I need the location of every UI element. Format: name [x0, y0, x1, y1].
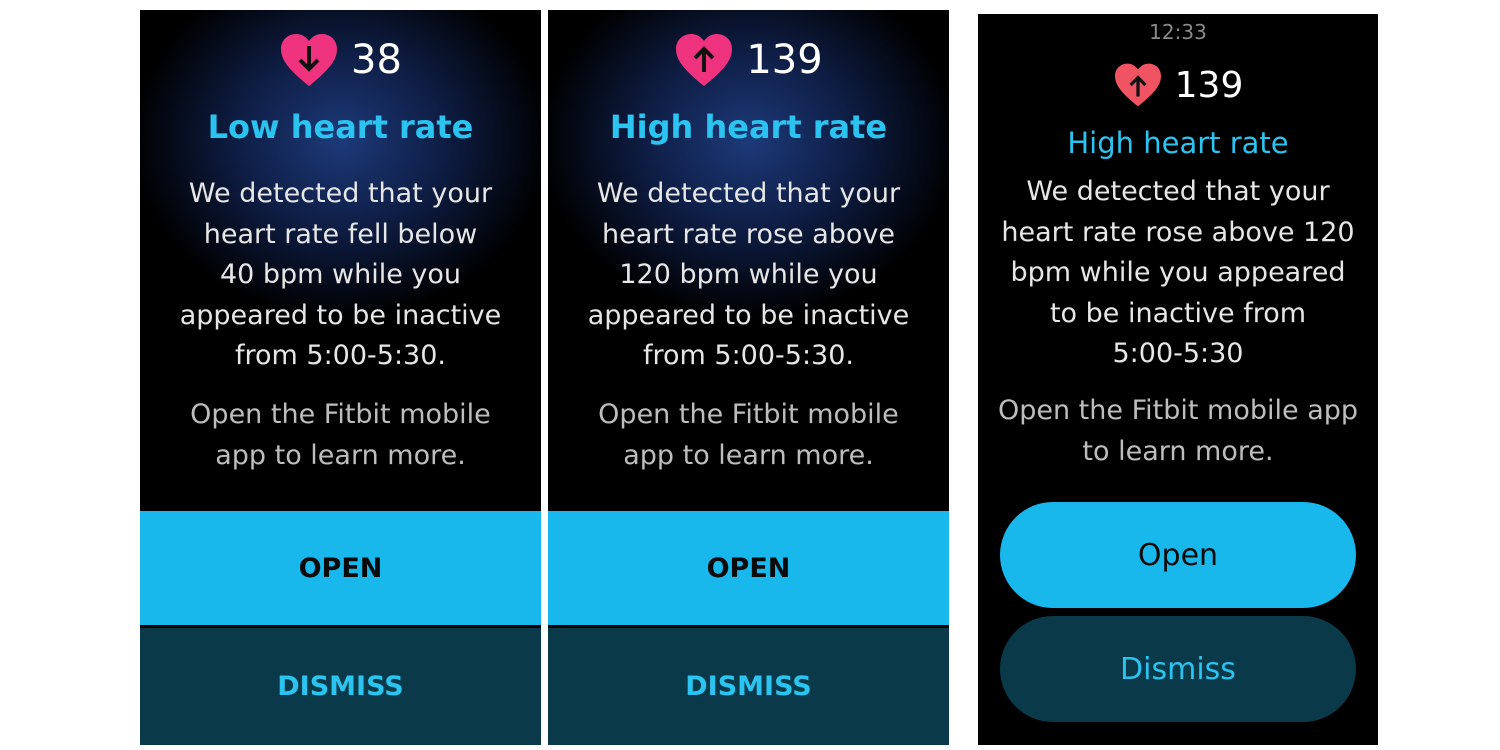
heart-arrow-up-icon	[676, 34, 733, 86]
open-button[interactable]: Open	[1000, 502, 1356, 608]
high-heart-rate-screen-new: 12:33 139 High heart rate We detected th…	[978, 14, 1378, 745]
alert-message: We detected that your heart rate rose ab…	[587, 178, 910, 371]
open-button[interactable]: OPEN	[548, 511, 949, 625]
alert-title: High heart rate	[1067, 126, 1289, 160]
dismiss-button[interactable]: Dismiss	[1000, 616, 1356, 722]
alert-hint: Open the Fitbit mobile app to learn more…	[598, 399, 899, 471]
heart-arrow-down-icon	[281, 34, 338, 86]
heart-rate-readout: 38	[140, 32, 541, 88]
bpm-value: 139	[1174, 64, 1244, 106]
bpm-value: 139	[746, 37, 823, 83]
alert-title: High heart rate	[609, 108, 888, 146]
high-heart-rate-screen: 139 High heart rate We detected that you…	[548, 10, 949, 745]
alert-hint: Open the Fitbit mobile app to learn more…	[997, 395, 1359, 467]
low-heart-rate-screen: 38 Low heart rate We detected that your …	[140, 10, 541, 745]
alert-message: We detected that your heart rate rose ab…	[1001, 176, 1355, 369]
dismiss-button[interactable]: DISMISS	[140, 628, 541, 745]
clock-time: 12:33	[1149, 20, 1207, 44]
heart-arrow-up-icon	[1114, 63, 1161, 107]
alert-message: We detected that your heart rate fell be…	[179, 178, 502, 371]
bpm-value: 38	[351, 37, 402, 83]
background-glow	[140, 10, 541, 320]
dismiss-button[interactable]: DISMISS	[548, 628, 949, 745]
open-button[interactable]: OPEN	[140, 511, 541, 625]
background-glow	[548, 10, 949, 320]
heart-rate-readout: 139	[978, 62, 1378, 108]
heart-rate-readout: 139	[548, 32, 949, 88]
alert-title: Low heart rate	[207, 108, 474, 146]
alert-hint: Open the Fitbit mobile app to learn more…	[190, 399, 491, 471]
